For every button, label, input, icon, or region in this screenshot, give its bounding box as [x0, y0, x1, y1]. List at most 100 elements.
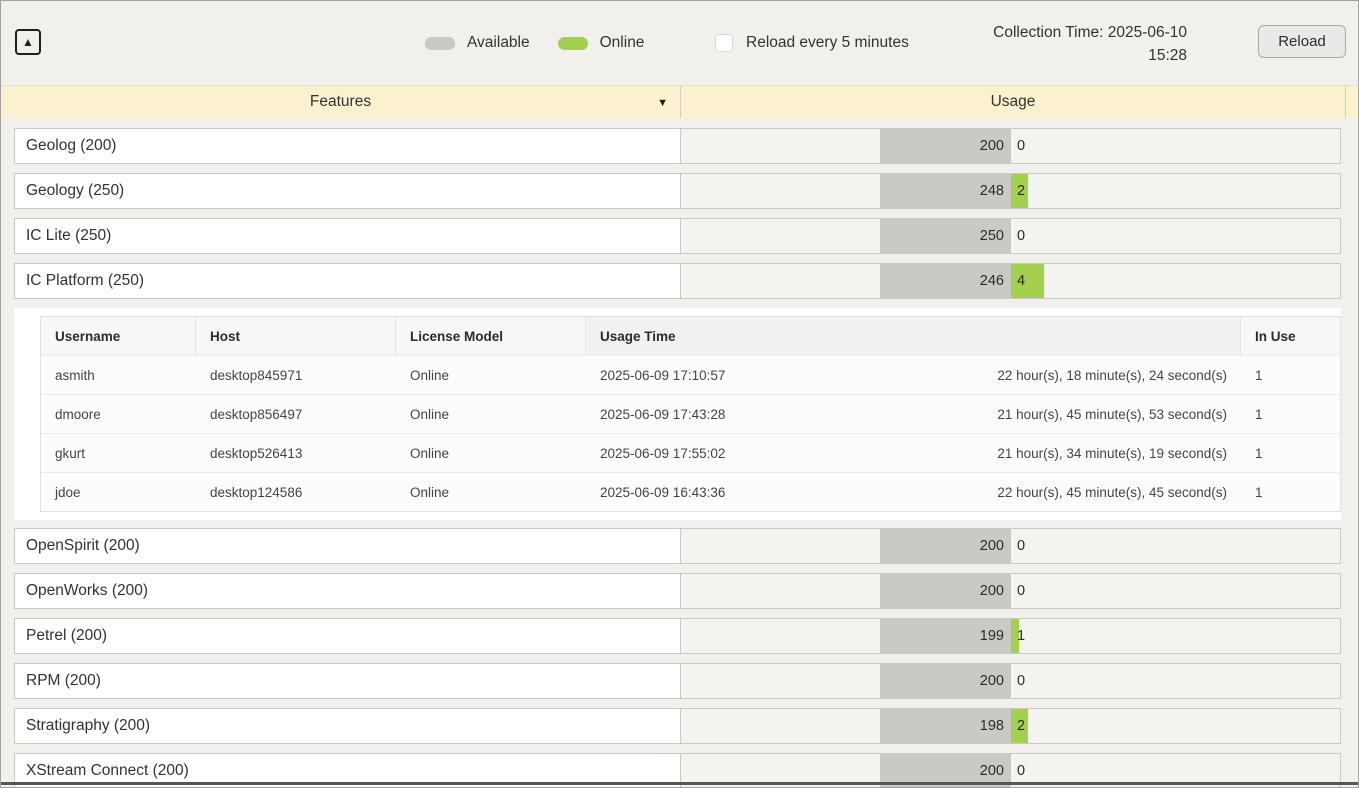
collection-time: Collection Time: 2025-06-10 15:28 — [961, 21, 1187, 67]
feature-name[interactable]: Petrel (200) — [15, 619, 681, 653]
legend: Available Online — [425, 1, 644, 85]
feature-usage-cell: 200 0 — [681, 574, 1340, 608]
inuse-count: 0 — [1017, 583, 1026, 599]
feature-usage-cell: 246 4 — [681, 264, 1340, 298]
online-legend-swatch — [557, 36, 588, 50]
session-usage-time: 2025-06-09 16:43:36 22 hour(s), 45 minut… — [586, 473, 1241, 511]
session-license-model: Online — [410, 445, 450, 461]
inuse-count: 1 — [1017, 628, 1026, 644]
feature-usage-cell: 248 2 — [681, 174, 1340, 208]
session-duration: 22 hour(s), 18 minute(s), 24 second(s) — [997, 367, 1227, 383]
session-start-time: 2025-06-09 17:10:57 — [600, 367, 726, 383]
column-header-row: Features ▼ Usage — [1, 85, 1358, 118]
inuse-count: 0 — [1017, 763, 1026, 779]
username-column-header[interactable]: Username — [41, 317, 196, 355]
available-count: 200 — [979, 538, 1004, 554]
license-model-column-header[interactable]: License Model — [396, 317, 586, 355]
session-usage-time: 2025-06-09 17:10:57 22 hour(s), 18 minut… — [586, 356, 1241, 394]
available-bar: 248 — [880, 174, 1011, 208]
available-bar: 199 — [880, 619, 1011, 653]
available-count: 250 — [979, 228, 1004, 244]
feature-usage-cell: 250 0 — [681, 219, 1340, 253]
session-username: dmoore — [55, 406, 101, 422]
session-license-model: Online — [410, 367, 450, 383]
available-bar: 246 — [880, 264, 1011, 298]
features-column-header[interactable]: Features ▼ — [1, 86, 681, 118]
available-legend-label: Available — [467, 34, 530, 51]
available-count: 198 — [979, 718, 1004, 734]
feature-name[interactable]: RPM (200) — [15, 664, 681, 698]
session-start-time: 2025-06-09 17:55:02 — [600, 445, 726, 461]
inuse-count: 2 — [1017, 183, 1026, 199]
session-host: desktop526413 — [210, 445, 303, 461]
usage-column-header: Usage — [681, 86, 1346, 118]
chevron-down-icon[interactable]: ▼ — [657, 96, 668, 109]
session-duration: 22 hour(s), 45 minute(s), 45 second(s) — [997, 484, 1227, 500]
reload-button[interactable]: Reload — [1258, 25, 1346, 58]
feature-name[interactable]: XStream Connect (200) — [15, 754, 681, 787]
feature-row[interactable]: Petrel (200) 199 1 — [14, 618, 1341, 654]
session-row: asmith desktop845971 Online 2025-06-09 1… — [41, 355, 1340, 394]
feature-name[interactable]: OpenWorks (200) — [15, 574, 681, 608]
auto-reload-checkbox[interactable] — [715, 34, 733, 52]
auto-reload-label: Reload every 5 minutes — [746, 34, 909, 51]
available-bar: 200 — [880, 574, 1011, 608]
feature-usage-cell: 200 0 — [681, 529, 1340, 563]
feature-name[interactable]: IC Lite (250) — [15, 219, 681, 253]
feature-row[interactable]: RPM (200) 200 0 — [14, 663, 1341, 699]
available-count: 200 — [979, 138, 1004, 154]
host-column-header[interactable]: Host — [196, 317, 396, 355]
feature-name[interactable]: Geolog (200) — [15, 129, 681, 163]
feature-list: Geolog (200) 200 0 Geology (250) 248 2 I… — [1, 118, 1358, 787]
session-in-use: 1 — [1255, 445, 1263, 461]
available-count: 200 — [979, 763, 1004, 779]
online-bar — [1011, 264, 1044, 298]
feature-usage-cell: 199 1 — [681, 619, 1340, 653]
collection-time-line1: Collection Time: 2025-06-10 — [993, 24, 1187, 41]
feature-row[interactable]: Stratigraphy (200) 198 2 — [14, 708, 1341, 744]
session-start-time: 2025-06-09 17:43:28 — [600, 406, 726, 422]
inuse-count: 2 — [1017, 718, 1026, 734]
sessions-table-header: Username Host License Model Usage Time I… — [41, 317, 1340, 355]
auto-reload-group: Reload every 5 minutes — [715, 1, 909, 85]
in-use-column-header[interactable]: In Use — [1241, 317, 1340, 355]
feature-row[interactable]: Geology (250) 248 2 — [14, 173, 1341, 209]
session-usage-time: 2025-06-09 17:43:28 21 hour(s), 45 minut… — [586, 395, 1241, 433]
feature-row[interactable]: IC Platform (250) 246 4 — [14, 263, 1341, 299]
available-count: 199 — [979, 628, 1004, 644]
collapse-all-icon[interactable]: ▲ — [15, 29, 41, 55]
feature-name[interactable]: OpenSpirit (200) — [15, 529, 681, 563]
features-column-label: Features — [309, 93, 372, 110]
feature-name[interactable]: Stratigraphy (200) — [15, 709, 681, 743]
available-count: 200 — [979, 583, 1004, 599]
session-host: desktop856497 — [210, 406, 303, 422]
session-row: jdoe desktop124586 Online 2025-06-09 16:… — [41, 472, 1340, 511]
feature-row[interactable]: XStream Connect (200) 200 0 — [14, 753, 1341, 787]
inuse-count: 0 — [1017, 228, 1026, 244]
session-username: asmith — [55, 367, 95, 383]
feature-row[interactable]: OpenWorks (200) 200 0 — [14, 573, 1341, 609]
feature-name[interactable]: Geology (250) — [15, 174, 681, 208]
session-username: gkurt — [55, 445, 86, 461]
feature-row[interactable]: OpenSpirit (200) 200 0 — [14, 528, 1341, 564]
feature-row[interactable]: IC Lite (250) 250 0 — [14, 218, 1341, 254]
available-bar: 250 — [880, 219, 1011, 253]
feature-usage-cell: 200 0 — [681, 129, 1340, 163]
horizontal-scrollbar[interactable] — [1, 782, 1358, 785]
session-in-use: 1 — [1255, 367, 1263, 383]
available-bar: 200 — [880, 754, 1011, 787]
online-bar — [1011, 174, 1028, 208]
feature-name[interactable]: IC Platform (250) — [15, 264, 681, 298]
online-bar — [1011, 619, 1019, 653]
usage-time-column-header[interactable]: Usage Time — [586, 317, 1241, 355]
sessions-table: Username Host License Model Usage Time I… — [40, 316, 1341, 512]
session-usage-time: 2025-06-09 17:55:02 21 hour(s), 34 minut… — [586, 434, 1241, 472]
available-legend-swatch — [425, 36, 455, 50]
session-license-model: Online — [410, 484, 450, 500]
inuse-count: 0 — [1017, 673, 1026, 689]
feature-row[interactable]: Geolog (200) 200 0 — [14, 128, 1341, 164]
expanded-sessions-section: Username Host License Model Usage Time I… — [14, 308, 1341, 520]
collection-time-line2: 15:28 — [1148, 47, 1187, 64]
available-bar: 200 — [880, 129, 1011, 163]
